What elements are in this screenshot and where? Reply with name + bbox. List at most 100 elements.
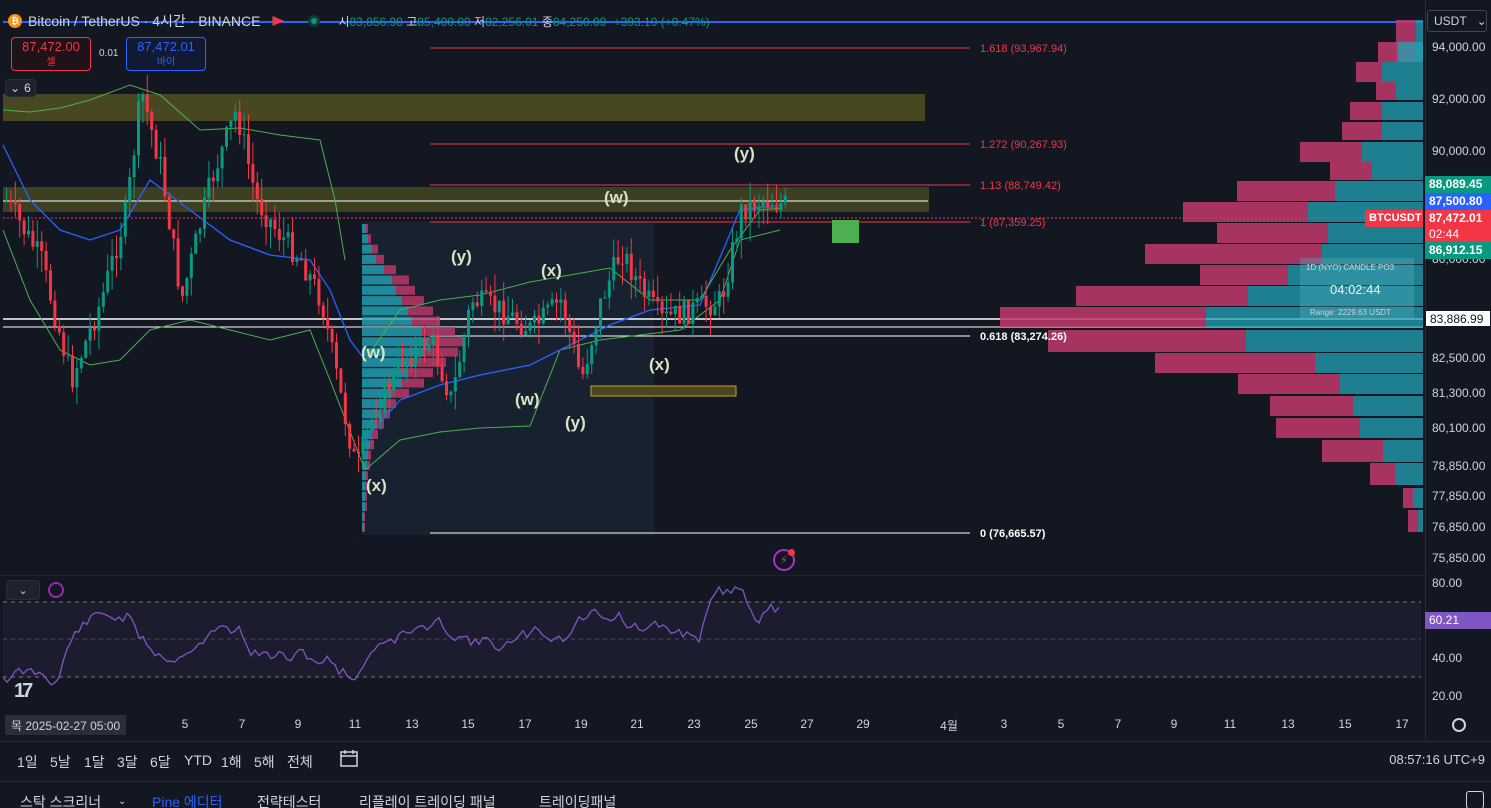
tab-strategy-tester[interactable]: 전략테스터: [257, 794, 322, 808]
expand-panel-icon[interactable]: [1466, 791, 1484, 808]
price-tick: 92,000.00: [1432, 92, 1486, 106]
volume-profile-left: [362, 224, 464, 532]
fib-label-1272: 1.272 (90,267.93): [980, 139, 1067, 151]
time-tick: 27: [800, 717, 814, 731]
price-tick: 76,850.00: [1432, 520, 1486, 534]
wave-label: (x): [366, 476, 387, 495]
indicators-collapse-button[interactable]: ⌄ 6: [5, 79, 36, 97]
price-tick: 94,000.00: [1432, 40, 1486, 54]
tab-trading-panel[interactable]: 트레이딩패널: [539, 794, 617, 808]
wave-label: (w): [361, 343, 386, 362]
buy-button[interactable]: 87,472.01 바이: [126, 37, 206, 71]
currency-dropdown[interactable]: USDT ⌄: [1427, 10, 1487, 32]
calendar-icon[interactable]: [339, 748, 359, 768]
timer-box-time: 04:02:44: [1330, 282, 1381, 297]
time-tick: 5: [1057, 717, 1065, 731]
time-tick: 19: [574, 717, 588, 731]
time-tick: 13: [405, 717, 419, 731]
lightning-icon[interactable]: ⚡: [773, 549, 795, 571]
candles: [5, 74, 787, 473]
time-tick: 13: [1281, 717, 1295, 731]
sell-button[interactable]: 87,472.00 셀: [11, 37, 91, 71]
symbol-label: BTCUSDT: [1365, 210, 1423, 227]
bar-countdown: 02:44: [1425, 226, 1491, 243]
wave-label: (y): [734, 144, 755, 163]
range-5d-button[interactable]: 5날: [50, 754, 71, 770]
rsi-value-label: 60.21: [1425, 612, 1491, 629]
wave-label: (w): [604, 188, 629, 207]
price-tick: 82,500.00: [1432, 351, 1486, 365]
flag-icon[interactable]: [272, 16, 285, 26]
range-5y-button[interactable]: 5해: [254, 754, 275, 770]
gear-icon[interactable]: [1452, 718, 1466, 732]
range-1m-button[interactable]: 1달: [84, 754, 105, 770]
tab-stock-screener[interactable]: 스탁 스크리너: [20, 794, 102, 808]
price-tick: 80,100.00: [1432, 421, 1486, 435]
bottom-panel-tabs: [0, 781, 1491, 808]
range-1d-button[interactable]: 1일: [17, 754, 38, 770]
fib-label-0: 0 (76,665.57): [980, 528, 1046, 540]
price-tick: 75,850.00: [1432, 551, 1486, 565]
timer-box-range: Range: 2229.63 USDT: [1310, 308, 1391, 317]
time-tick: 4월: [940, 719, 958, 733]
time-tick: 5: [181, 717, 189, 731]
chevron-down-icon[interactable]: ⌄: [118, 796, 127, 807]
rsi-line: [2, 585, 780, 686]
spread-value: 0.01: [99, 48, 119, 59]
crosshair-date-label: 목 2025-02-27 05:00: [5, 715, 127, 735]
time-tick: 3: [1000, 717, 1008, 731]
price-change: +393.10 (+0.47%): [613, 14, 710, 29]
chart-area[interactable]: 1.618 (93,967.94) 1.272 (90,267.93) 1.13…: [0, 0, 1491, 740]
price-chart[interactable]: 1.618 (93,967.94) 1.272 (90,267.93) 1.13…: [0, 0, 1425, 575]
time-tick: 9: [294, 717, 302, 731]
price-tick: 77,850.00: [1432, 489, 1486, 503]
ohlc-values: 시83,856.98 고85,400.00 저82,256.01 종84,250…: [338, 14, 710, 29]
time-tick: 17: [1395, 717, 1409, 731]
time-tick: 7: [238, 717, 246, 731]
price-tick: 78,850.00: [1432, 459, 1486, 473]
rsi-band: [3, 602, 1421, 677]
rsi-collapse-button[interactable]: ⌄: [6, 580, 40, 600]
wave-label: (y): [451, 247, 472, 266]
market-status-icon[interactable]: [308, 15, 321, 27]
price-tick: 90,000.00: [1432, 144, 1486, 158]
range-3m-button[interactable]: 3달: [117, 754, 138, 770]
tradingview-logo[interactable]: 17: [14, 680, 33, 702]
range-1y-button[interactable]: 1해: [221, 754, 242, 770]
range-all-button[interactable]: 전체: [287, 754, 313, 770]
rsi-tick: 40.00: [1432, 651, 1463, 665]
range-6m-button[interactable]: 6달: [150, 754, 171, 770]
time-tick: 11: [348, 717, 362, 731]
tab-replay-trading-panel[interactable]: 리플레이 트레이딩 패널: [359, 794, 496, 808]
range-ytd-button[interactable]: YTD: [184, 752, 212, 768]
wave-label: (x): [649, 355, 670, 374]
volume-profile-right: [1000, 20, 1423, 532]
rsi-settings-icon[interactable]: [48, 582, 64, 598]
rsi-pane[interactable]: [0, 575, 1425, 715]
fib-label-0618: 0.618 (83,274.26): [980, 331, 1067, 343]
price-label-lower: 86,912.15: [1425, 242, 1491, 259]
time-tick: 15: [461, 717, 475, 731]
price-tick: 81,300.00: [1432, 386, 1486, 400]
time-tick: 21: [630, 717, 644, 731]
price-label-upper: 88,089.45: [1425, 176, 1491, 193]
order-block: [590, 385, 737, 397]
bitcoin-icon: ₿: [8, 14, 22, 28]
time-tick: 29: [856, 717, 870, 731]
symbol-header: ₿ Bitcoin / TetherUS · 4시간 · BINANCE 시83…: [8, 10, 710, 32]
time-tick: 25: [744, 717, 758, 731]
wave-label: (y): [565, 413, 586, 432]
fib-label-113: 1.13 (88,749.42): [980, 180, 1061, 192]
chevron-down-icon: ⌄: [10, 81, 21, 95]
time-tick: 17: [518, 717, 532, 731]
last-price-label: 87,472.01: [1425, 210, 1491, 227]
time-tick: 23: [687, 717, 701, 731]
symbol-title[interactable]: Bitcoin / TetherUS · 4시간 · BINANCE: [28, 13, 261, 29]
chevron-down-icon: ⌄: [1476, 14, 1487, 28]
rsi-tick: 20.00: [1432, 689, 1463, 703]
tab-pine-editor[interactable]: Pine 에디터: [152, 794, 223, 808]
fib-label-1618: 1.618 (93,967.94): [980, 43, 1067, 55]
clock[interactable]: 08:57:16 UTC+9: [1389, 752, 1485, 767]
price-scale[interactable]: [1425, 0, 1491, 740]
hline-price-label: 83,886.99: [1425, 310, 1491, 327]
